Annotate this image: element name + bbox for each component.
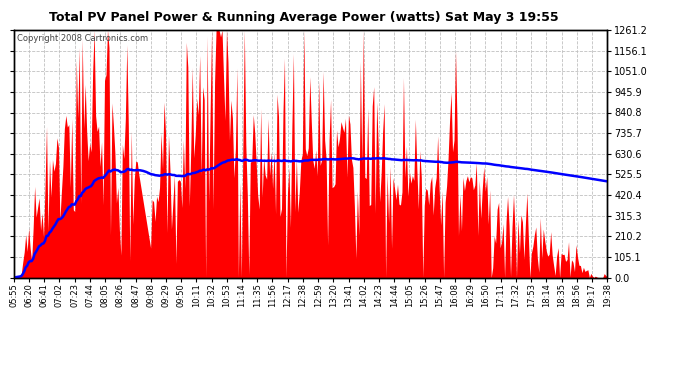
Text: Copyright 2008 Cartronics.com: Copyright 2008 Cartronics.com [17, 34, 148, 43]
Text: Total PV Panel Power & Running Average Power (watts) Sat May 3 19:55: Total PV Panel Power & Running Average P… [49, 11, 558, 24]
